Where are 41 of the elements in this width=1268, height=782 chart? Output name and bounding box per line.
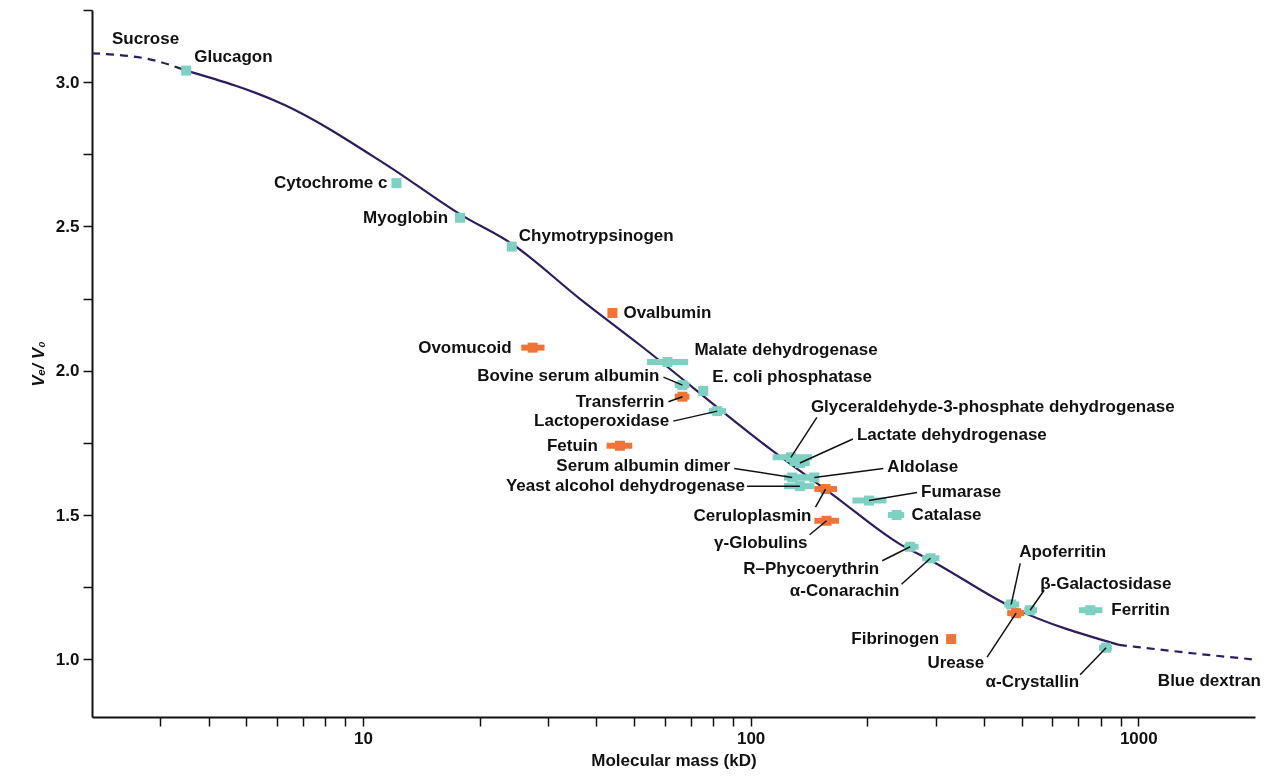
x-tick-label: 10 (354, 728, 373, 748)
annotation: Catalase (911, 505, 982, 524)
annotation: Myoglobin (363, 207, 449, 227)
annotation: Fibrinogen (851, 629, 940, 649)
annotation: Glyceraldehyde-3-phosphate dehydrogenase (810, 397, 1175, 417)
annotation: Chymotrypsinogen (518, 225, 674, 245)
y-axis-title: Vₑ/ V₀ (28, 340, 48, 387)
annotation: Bovine serum albumin (477, 366, 660, 386)
y-tick-label: 1.0 (55, 649, 80, 669)
annotation: Ovalbumin (623, 303, 712, 322)
annotation: Malate dehydrogenase (694, 340, 878, 360)
annotation: E. coli phosphatase (712, 366, 872, 386)
annotation: Fumarase (921, 481, 1002, 501)
annotation: Ovomucoid (418, 337, 512, 357)
x-tick-label: 100 (736, 728, 766, 748)
annotation: R–Phycoerythrin (743, 558, 880, 578)
x-tick-label: 1000 (1119, 728, 1158, 748)
annotation: Apoferritin (1019, 542, 1107, 562)
annotation: Transferrin (575, 391, 665, 411)
y-tick-label: 1.5 (55, 505, 80, 525)
annotation: Ferritin (1111, 600, 1170, 620)
y-tick-label: 2.0 (55, 361, 80, 381)
annotation: α-Conarachin (789, 581, 900, 601)
annotation: Urease (927, 653, 985, 673)
annotation: γ-Globulins (714, 532, 808, 552)
annotation: Yeast alcohol dehydrogenase (505, 476, 745, 496)
annotation: Aldolase (887, 457, 959, 477)
annotation: Ceruloplasmin (693, 506, 812, 526)
annotation: Lactoperoxidase (534, 411, 670, 431)
annotation: Fetuin (546, 435, 598, 455)
y-tick-label: 3.0 (55, 72, 80, 92)
annotation: β-Galactosidase (1040, 574, 1172, 594)
annotation: Cytochrome c (274, 173, 388, 193)
annotation: Sucrose (112, 29, 180, 49)
annotation: Glucagon (194, 46, 273, 66)
annotation: Blue dextran (1157, 671, 1261, 691)
x-axis-title: Molecular mass (kD) (591, 750, 757, 770)
y-tick-label: 2.5 (55, 216, 80, 236)
annotation: Lactate dehydrogenase (856, 425, 1047, 445)
annotation: Serum albumin dimer (556, 456, 731, 476)
annotation: α-Crystallin (985, 671, 1080, 691)
